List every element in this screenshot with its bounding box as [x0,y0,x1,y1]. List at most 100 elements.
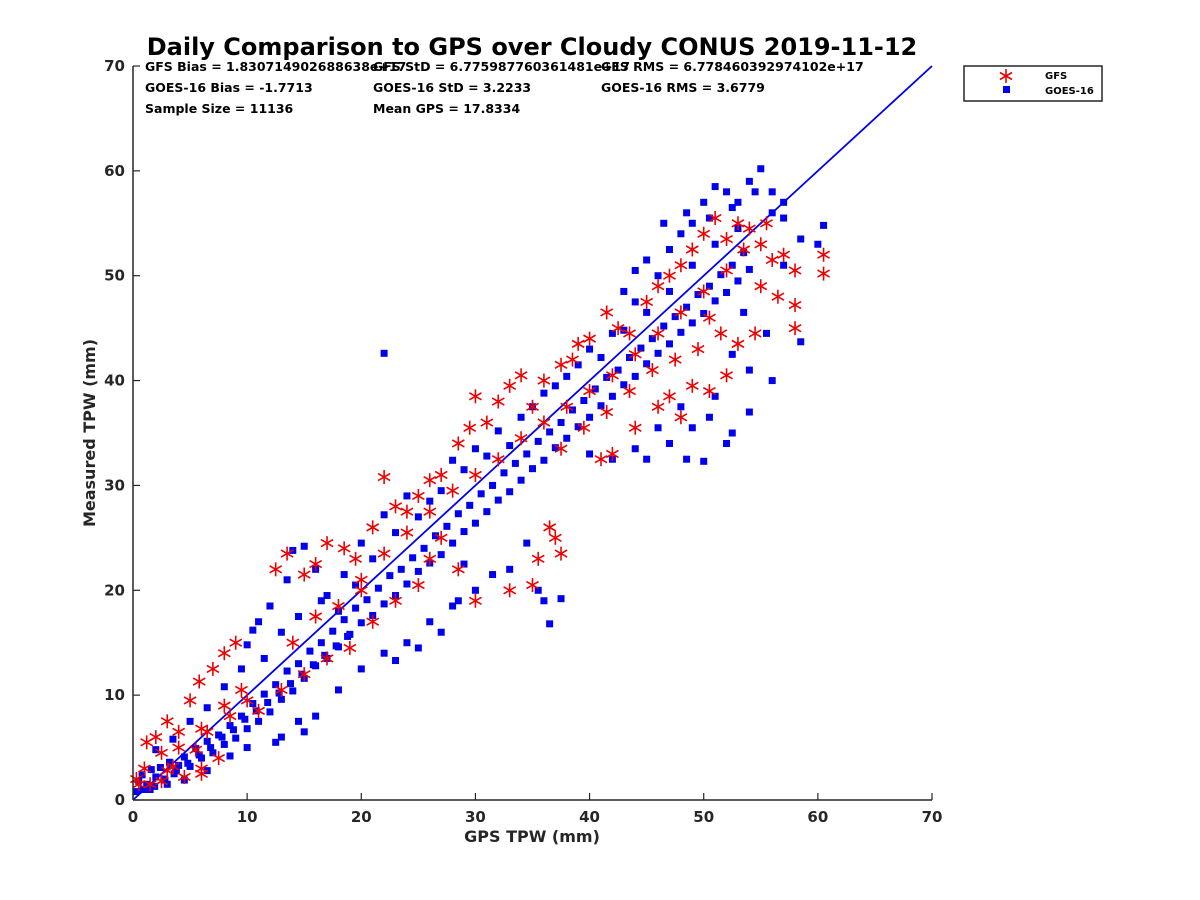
gfs-point [389,593,402,608]
goes-16-point [597,402,605,410]
goes-16-point [460,528,468,536]
gfs-point [663,268,676,283]
gfs-point [155,774,168,789]
gfs-point [206,661,220,676]
gfs-point [748,326,762,341]
gfs-point [765,252,779,267]
gfs-point [777,247,791,262]
goes-16-point [643,308,651,316]
goes-16-point [340,616,348,624]
gfs-point [554,441,568,456]
goes-16-point [300,728,308,736]
goes-16-point [207,744,215,752]
gfs-point [411,488,425,503]
goes-16-point [220,683,228,691]
gfs-point [560,399,574,414]
y-tick-label: 30 [104,476,125,494]
gfs-point [623,326,636,341]
goes-16-point [631,445,639,453]
x-tick-label: 0 [128,808,138,826]
goes-16-point [403,639,411,647]
gfs-point [600,405,614,420]
goes-16-point [184,759,192,767]
gfs-point [423,504,437,519]
x-ticks: 0 10 20 30 40 50 60 70 [128,793,942,826]
goes-16-point [437,487,445,495]
gfs-point [172,724,186,739]
x-tick-label: 50 [693,808,714,826]
goes-16-point [534,586,542,594]
y-tick-label: 0 [115,791,125,809]
gfs-point [229,635,243,650]
plot-area [129,65,933,801]
gfs-point [731,336,745,351]
goes-16-point [723,288,731,296]
goes-16-point [608,392,616,400]
goes-16-point [483,452,491,460]
goes-16-point [357,665,365,673]
goes-16-point [169,735,177,743]
gfs-point [468,389,482,404]
goes-16-point [369,555,377,563]
goes-16-point [147,766,155,774]
gfs-point [434,530,448,545]
gfs-point [514,431,528,446]
gfs-point [554,357,568,372]
gfs-point [548,530,562,545]
gfs-point [423,473,437,488]
goes-16-point [295,717,303,725]
gfs-point [160,714,174,729]
goes-16-point [229,726,237,734]
stat-goes-std: GOES-16 StD = 3.2233 [373,80,531,95]
gfs-point [297,667,311,682]
gfs-point [674,258,688,273]
gfs-point [668,352,682,367]
gfs-point [366,520,380,535]
goes-16-point [272,681,280,689]
y-tick-label: 70 [104,57,125,75]
goes-16-point [218,733,226,741]
gfs-point [434,467,448,482]
gfs-point [463,420,477,435]
goes-16-point [306,647,314,655]
gfs-point [697,226,711,241]
gfs-point [788,321,802,336]
goes-16-point [437,628,445,636]
goes-16-point [138,771,146,779]
gfs-point [571,336,585,351]
gfs-point [212,751,226,766]
gfs-point [377,470,391,485]
goes-16-point [317,597,325,605]
goes-16-point [705,413,713,421]
one-to-one-line [132,65,933,801]
goes-16-point [156,763,164,771]
goes-16-point [374,584,382,592]
goes-16-point [797,338,805,346]
goes-16-point [586,413,594,421]
x-tick-label: 30 [465,808,486,826]
goes-16-point [563,372,571,380]
goes-16-point [768,188,776,196]
goes-16-point [283,667,291,675]
goes-16-point [437,551,445,559]
gfs-point [320,536,334,551]
goes-16-point [494,427,502,435]
goes-16-point [275,689,283,697]
goes-16-point [529,465,536,473]
goes-16-point [392,657,400,665]
goes-16-point [460,466,468,474]
gfs-point [628,420,642,435]
goes-16-point [551,382,559,390]
goes-16-point [500,469,508,477]
x-tick-label: 20 [351,808,372,826]
goes-16-point [283,576,291,584]
gfs-point [754,279,768,294]
gfs-point [817,266,831,281]
gfs-point [234,682,248,697]
gfs-point [320,651,334,666]
goes-16-point [591,385,599,393]
goes-16-point [780,261,788,269]
gfs-point [611,321,625,336]
goes-16-point [340,571,348,579]
goes-16-point [683,455,691,463]
